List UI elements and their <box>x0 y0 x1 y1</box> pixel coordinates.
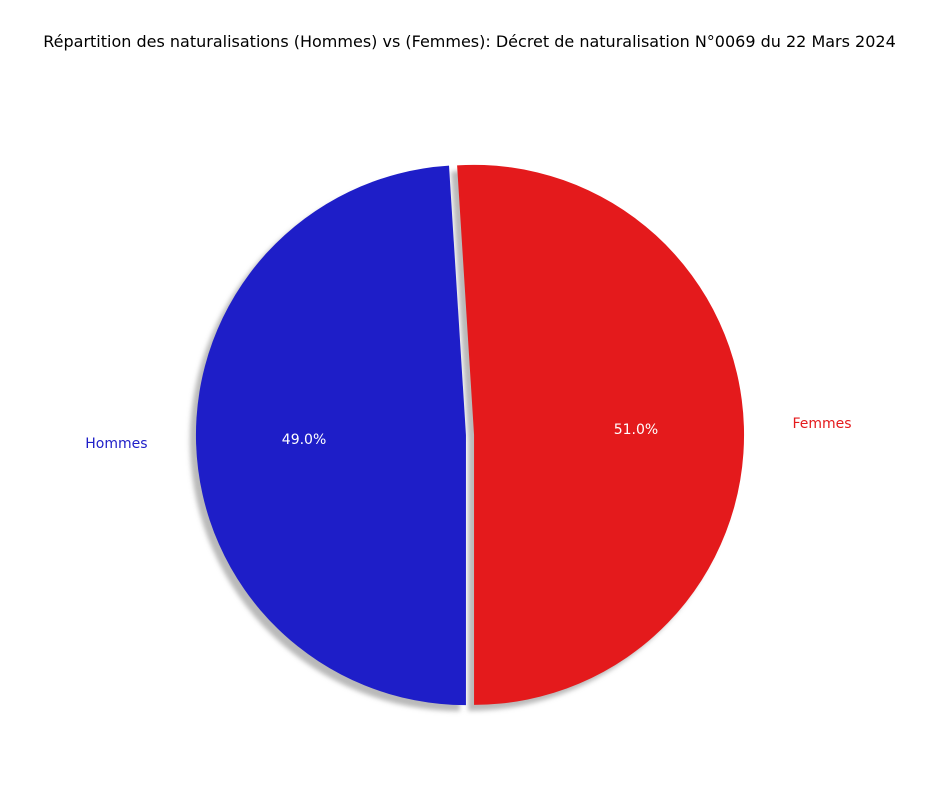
pie-pct-hommes: 49.0% <box>282 432 326 448</box>
pie-label-femmes: Femmes <box>792 416 851 432</box>
pie-slice-femmes <box>457 165 744 705</box>
pie-pct-femmes: 51.0% <box>614 422 658 438</box>
pie-chart-svg: 49.0% 51.0% <box>0 0 939 809</box>
chart-title: Répartition des naturalisations (Hommes)… <box>0 32 939 51</box>
pie-label-hommes: Hommes <box>85 436 147 452</box>
pie-slice-hommes <box>196 166 466 705</box>
